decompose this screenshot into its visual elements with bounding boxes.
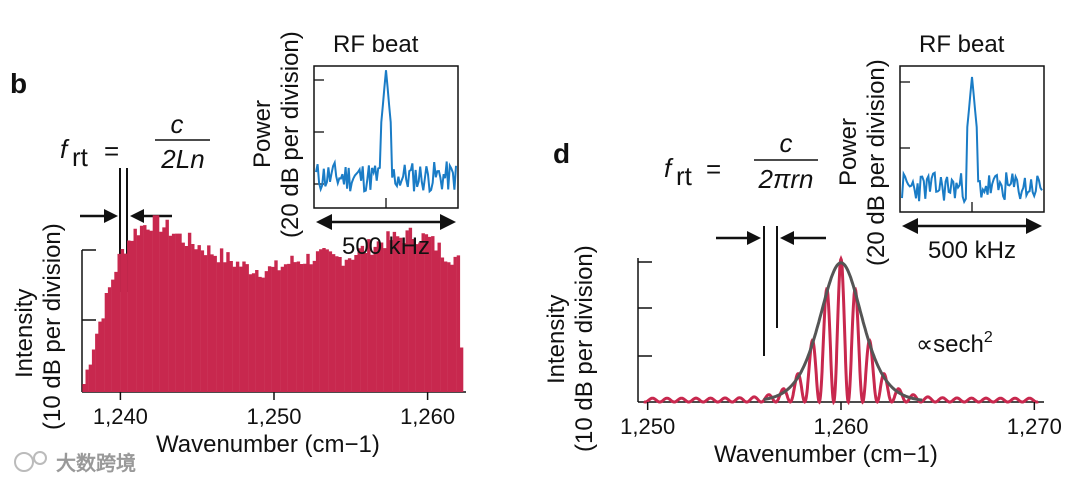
inset-d: RF beat Power (20 dB per division) 500 k… — [835, 31, 1045, 266]
watermark: 大数跨境 — [14, 451, 136, 475]
spacing-marker-d — [716, 226, 826, 356]
equation-d-sub: rt — [676, 161, 693, 191]
inset-b-frame — [313, 65, 459, 209]
comb-spectrum-b — [82, 215, 464, 392]
inset-d-ylabel-line1: Power — [835, 118, 862, 186]
spacing-d-arrowhead-right — [780, 231, 794, 245]
equation-d: f rt = c 2πrn — [664, 128, 818, 194]
equation-d-f: f — [664, 153, 674, 183]
equation-d-equals: = — [706, 154, 721, 184]
y-label-d-line1: Intensity — [543, 295, 570, 384]
inset-b-span-label: 500 kHz — [342, 233, 430, 260]
equation-b-equals: = — [104, 136, 119, 166]
x-tick-label-b: 1,250 — [246, 404, 301, 429]
panel-b-letter: b — [10, 68, 27, 99]
watermark-text: 大数跨境 — [56, 451, 136, 475]
inset-d-span-label: 500 kHz — [928, 237, 1016, 264]
equation-b-f: f — [60, 134, 70, 164]
spacing-arrowhead-left — [104, 209, 118, 223]
inset-d-span-arrow-right — [1026, 218, 1042, 234]
sech2-fit-d — [763, 261, 923, 402]
panel-d-letter: d — [553, 138, 570, 169]
equation-d-denominator: 2πrn — [758, 164, 814, 194]
equation-b-sub: rt — [72, 142, 89, 172]
equation-b: f rt = c 2Ln — [60, 109, 210, 174]
inset-d-ylabel-line2: (20 dB per division) — [863, 59, 890, 266]
spacing-d-arrowhead-left — [747, 231, 761, 245]
equation-d-numerator: c — [780, 128, 793, 158]
inset-b-ylabel-line1: Power — [249, 100, 276, 168]
watermark-logo-icon — [14, 452, 34, 472]
x-label-d: Wavenumber (cm−1) — [714, 441, 938, 468]
fit-label-text: ∝sech — [916, 331, 984, 358]
inset-d-span-arrow-left — [902, 218, 918, 234]
inset-b-span-arrow-right — [440, 214, 456, 230]
axes-b: 1,240 1,250 1,260 — [81, 215, 466, 429]
x-tick-label-d: 1,270 — [1007, 414, 1062, 439]
inset-b-rf-trace — [315, 70, 457, 194]
x-tick-label-d: 1,250 — [620, 414, 675, 439]
x-tick-label-b: 1,260 — [400, 404, 455, 429]
fit-label-sup: 2 — [984, 329, 993, 346]
x-tick-label-b: 1,240 — [93, 404, 148, 429]
y-label-b-line2: (10 dB per division) — [39, 223, 66, 430]
x-tick-label-d: 1,260 — [813, 414, 868, 439]
inset-b-ylabel-line2: (20 dB per division) — [277, 31, 304, 238]
comb-spectrum-d — [643, 254, 1039, 406]
x-ticks-d: 1,250 1,260 1,270 — [620, 402, 1062, 439]
x-label-b: Wavenumber (cm−1) — [156, 431, 380, 458]
inset-d-title: RF beat — [919, 31, 1005, 58]
spacing-arrowhead-right — [130, 209, 144, 223]
watermark-logo-icon-2 — [33, 451, 47, 465]
inset-b: RF beat Power (20 dB per division) 500 k… — [249, 31, 459, 260]
axes-d: 1,250 1,260 1,270 — [620, 254, 1062, 439]
equation-b-numerator: c — [171, 109, 184, 139]
inset-d-rf-trace — [901, 76, 1043, 205]
inset-b-span-arrow-left — [316, 214, 332, 230]
y-label-d-line2: (10 dB per division) — [571, 245, 598, 452]
fit-label: ∝sech2 — [916, 329, 993, 358]
y-label-b-line1: Intensity — [11, 289, 38, 378]
x-ticks-b: 1,240 1,250 1,260 — [93, 392, 455, 429]
inset-b-title: RF beat — [333, 31, 419, 58]
equation-b-denominator: 2Ln — [160, 144, 204, 174]
